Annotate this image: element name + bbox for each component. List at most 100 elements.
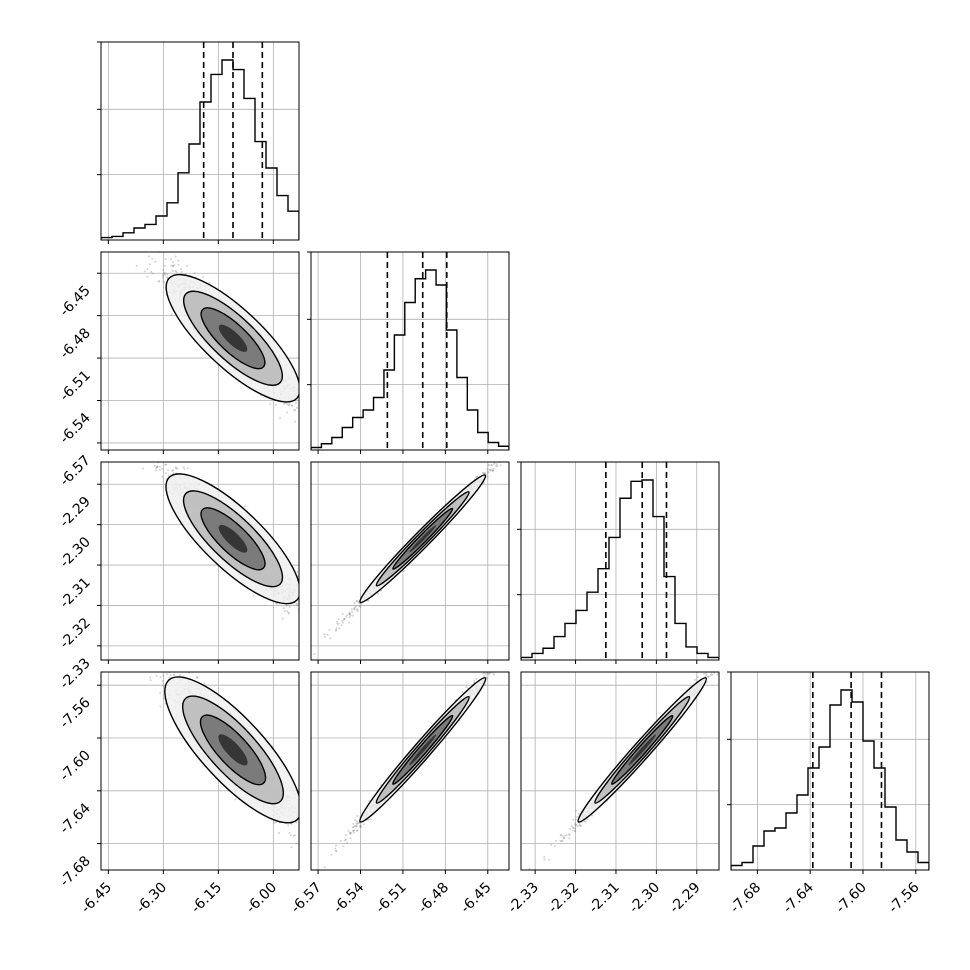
sample-point [149, 250, 151, 252]
sample-point [163, 271, 166, 274]
sample-point [335, 627, 338, 630]
sample-point [285, 604, 288, 607]
sample-point [323, 652, 325, 654]
sample-point [300, 623, 302, 625]
sample-point [324, 630, 326, 632]
sample-point [302, 408, 304, 410]
sample-point [146, 275, 149, 278]
sample-point [355, 600, 358, 602]
sample-point [157, 280, 160, 283]
sample-point [302, 839, 304, 841]
panel-frame-2-1 [310, 461, 510, 661]
sample-point [315, 621, 317, 623]
sample-point [154, 260, 157, 263]
sample-point [293, 409, 296, 412]
sample-point [507, 455, 509, 457]
sample-point [492, 463, 495, 465]
sample-point [158, 280, 161, 282]
sample-point [507, 452, 509, 454]
sample-point [153, 458, 155, 460]
sample-point [145, 653, 147, 655]
sample-point [496, 465, 499, 468]
sample-point [380, 589, 383, 592]
sample-point [290, 404, 293, 407]
sample-point [177, 263, 180, 266]
sample-point [151, 651, 153, 653]
sample-point [312, 622, 314, 624]
sample-point [305, 639, 307, 641]
sample-point [305, 383, 307, 385]
sample-point [315, 608, 317, 610]
sample-point [168, 459, 170, 461]
sample-point [323, 429, 325, 431]
sample-point [353, 602, 356, 605]
sample-point [288, 403, 291, 406]
sample-point [150, 271, 153, 273]
sample-point [177, 259, 180, 262]
sample-point [482, 472, 485, 475]
sample-point [159, 691, 162, 694]
sample-point [173, 264, 176, 267]
sample-point [519, 441, 521, 443]
ytick-label-1-2: -6.51 [57, 368, 94, 405]
sample-point [304, 417, 306, 419]
ytick-label-2-4: -2.29 [57, 494, 94, 531]
sample-point [161, 275, 164, 277]
sample-point [500, 458, 502, 460]
sample-point [299, 604, 301, 606]
sample-point [326, 436, 328, 438]
sample-point [300, 598, 302, 600]
sample-point [183, 468, 186, 471]
panel-content-2-1 [311, 441, 521, 660]
sample-point [174, 466, 177, 469]
sample-point [175, 271, 178, 274]
sample-point [175, 467, 178, 470]
panel-content-1-1 [311, 252, 509, 450]
sample-point [170, 264, 173, 267]
contour-1-0-3 [218, 324, 248, 352]
sample-point [322, 637, 324, 639]
sample-point [313, 652, 316, 655]
sample-point [314, 402, 316, 404]
sample-point [149, 679, 152, 682]
panel-1-0: -6.57-6.54-6.51-6.48-6.45 [57, 225, 331, 489]
sample-point [359, 605, 362, 608]
sample-point [295, 842, 298, 845]
sample-point [269, 402, 272, 405]
sample-point [158, 469, 161, 471]
sample-point [155, 469, 158, 472]
sample-point [348, 611, 351, 614]
sample-point [186, 467, 189, 470]
panel-frame-0-0 [100, 41, 300, 241]
sample-point [301, 605, 303, 607]
sample-point [135, 631, 137, 633]
histogram-1 [311, 269, 509, 450]
sample-point [152, 272, 154, 275]
sample-point [499, 458, 501, 460]
sample-point [489, 468, 492, 471]
sample-point [290, 823, 293, 825]
sample-point [341, 612, 344, 615]
sample-point [512, 448, 514, 450]
sample-point [495, 464, 497, 467]
sample-point [166, 273, 169, 276]
sample-point [154, 444, 156, 446]
sample-point [358, 602, 361, 605]
ytick-label-1-3: -6.48 [57, 325, 94, 362]
sample-point [329, 420, 331, 422]
sample-point [154, 464, 156, 467]
sample-point [307, 611, 309, 613]
sample-point [149, 438, 151, 440]
sample-point [306, 406, 308, 408]
sample-point [304, 408, 306, 410]
sample-point [278, 832, 280, 834]
sample-point [483, 472, 486, 475]
sample-point [158, 465, 161, 468]
sample-point [174, 270, 177, 272]
sample-point [170, 313, 173, 316]
panel-frame-1-1 [310, 251, 510, 451]
sample-point [312, 405, 314, 407]
sample-point [285, 411, 288, 414]
sample-point [306, 841, 308, 843]
sample-point [138, 225, 140, 227]
